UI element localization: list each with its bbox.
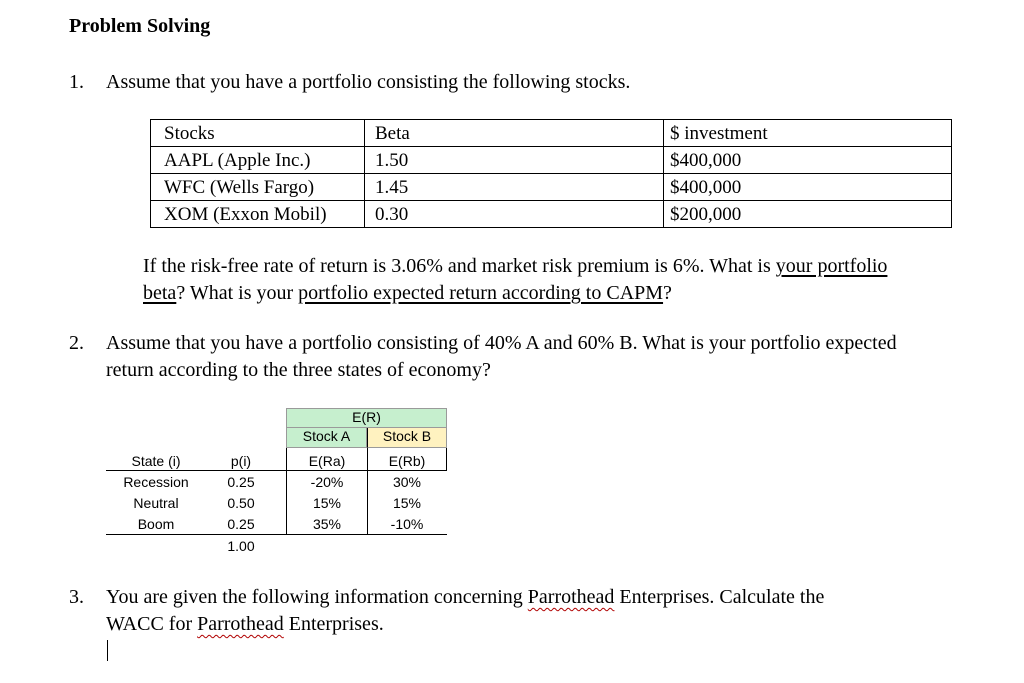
state-cell: Boom bbox=[137, 516, 175, 532]
text-cursor[interactable] bbox=[107, 640, 108, 661]
probability-cell: 0.25 bbox=[227, 516, 255, 532]
return-a-cell: -20% bbox=[310, 474, 344, 490]
stock-investment: $400,000 bbox=[663, 146, 952, 174]
page-heading: Problem Solving bbox=[69, 15, 211, 37]
return-b-cell: 15% bbox=[392, 495, 422, 511]
q1-followup-line2: beta? What is your portfolio expected re… bbox=[143, 279, 672, 307]
return-b-cell: -10% bbox=[390, 516, 424, 532]
stock-b-header: Stock B bbox=[367, 428, 447, 448]
col-header-p: p(i) bbox=[230, 453, 252, 469]
q3-line2: WACC for Parrothead Enterprises. bbox=[106, 610, 384, 638]
text-run: ? bbox=[663, 282, 672, 304]
column-rule bbox=[286, 448, 287, 534]
header-beta: Beta bbox=[364, 119, 664, 147]
probability-total: 1.00 bbox=[227, 538, 255, 554]
stock-beta: 1.45 bbox=[364, 173, 664, 201]
q3-line1: You are given the following information … bbox=[106, 583, 824, 611]
q1-stocks-table: Stocks Beta $ investment AAPL (Apple Inc… bbox=[150, 119, 952, 228]
text-run: You are given the following information … bbox=[106, 586, 528, 608]
text-run: ? What is your bbox=[176, 282, 299, 304]
table-row: WFC (Wells Fargo) 1.45 $400,000 bbox=[150, 173, 952, 201]
underlined-text: beta bbox=[143, 282, 177, 304]
header-stocks: Stocks bbox=[150, 119, 365, 147]
q1-number: 1. bbox=[69, 71, 84, 93]
stock-name: XOM (Exxon Mobil) bbox=[150, 200, 365, 228]
text-run: WACC for bbox=[106, 613, 198, 635]
header-rule bbox=[106, 470, 447, 471]
header-investment: $ investment bbox=[663, 119, 952, 147]
text-run: Enterprises. bbox=[283, 613, 384, 635]
col-header-era: E(Ra) bbox=[308, 453, 346, 469]
col-header-erb: E(Rb) bbox=[388, 453, 426, 469]
stock-name: WFC (Wells Fargo) bbox=[150, 173, 365, 201]
q2-line1: Assume that you have a portfolio consist… bbox=[106, 332, 897, 354]
spellcheck-flagged-word[interactable]: Parrothead bbox=[197, 613, 284, 635]
probability-cell: 0.50 bbox=[227, 495, 255, 511]
q3-number: 3. bbox=[69, 586, 84, 608]
q1-text: Assume that you have a portfolio consist… bbox=[106, 71, 631, 93]
underlined-text: portfolio expected return according to C… bbox=[298, 282, 664, 304]
spellcheck-flagged-word[interactable]: Parrothead bbox=[527, 586, 615, 608]
stock-beta: 0.30 bbox=[364, 200, 664, 228]
table-header-row: Stocks Beta $ investment bbox=[150, 119, 952, 147]
return-b-cell: 30% bbox=[392, 474, 422, 490]
q2-line2: return according to the three states of … bbox=[106, 359, 491, 381]
column-rule bbox=[367, 448, 368, 534]
stock-beta: 1.50 bbox=[364, 146, 664, 174]
probability-cell: 0.25 bbox=[227, 474, 255, 490]
underlined-text: your portfolio bbox=[775, 255, 888, 277]
text-run: Enterprises. Calculate the bbox=[614, 586, 825, 608]
q2-number: 2. bbox=[69, 332, 84, 354]
state-cell: Recession bbox=[123, 474, 189, 490]
q1-followup-line1: If the risk-free rate of return is 3.06%… bbox=[143, 252, 887, 280]
bottom-rule bbox=[106, 534, 447, 535]
table-row: AAPL (Apple Inc.) 1.50 $400,000 bbox=[150, 146, 952, 174]
state-cell: Neutral bbox=[133, 495, 179, 511]
column-rule bbox=[446, 448, 447, 470]
er-header: E(R) bbox=[286, 408, 447, 428]
table-row: XOM (Exxon Mobil) 0.30 $200,000 bbox=[150, 200, 952, 228]
stock-a-header: Stock A bbox=[286, 428, 367, 448]
stock-name: AAPL (Apple Inc.) bbox=[150, 146, 365, 174]
return-a-cell: 15% bbox=[312, 495, 342, 511]
stock-investment: $200,000 bbox=[663, 200, 952, 228]
text-run: If the risk-free rate of return is 3.06%… bbox=[143, 255, 776, 277]
col-header-state: State (i) bbox=[131, 453, 181, 469]
stock-investment: $400,000 bbox=[663, 173, 952, 201]
return-a-cell: 35% bbox=[312, 516, 342, 532]
